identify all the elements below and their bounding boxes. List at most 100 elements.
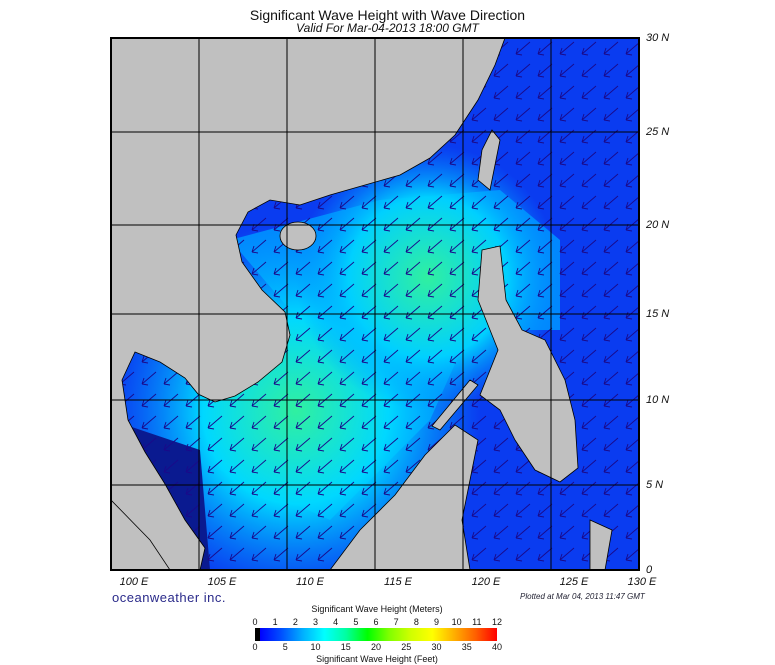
wave-arrow [427, 239, 443, 254]
wave-arrow [581, 305, 597, 320]
wave-arrow [625, 262, 639, 276]
wave-arrow [317, 525, 333, 540]
wave-arrow [449, 305, 465, 320]
map-frame [110, 37, 640, 571]
wave-arrow [559, 305, 575, 320]
wave-arrow [625, 240, 639, 254]
wave-arrow [427, 305, 443, 320]
wave-arrow [405, 437, 421, 452]
wave-arrow [603, 459, 619, 474]
wave-arrow [449, 195, 465, 210]
wave-arrow [493, 173, 509, 188]
wave-arrow [515, 239, 531, 254]
wave-arrow [361, 305, 377, 320]
wave-arrow [471, 415, 487, 430]
wave-arrow [339, 327, 355, 342]
wave-arrow [295, 305, 311, 320]
wave-arrow [295, 459, 311, 474]
wave-arrow [383, 283, 399, 298]
wave-arrow [559, 195, 575, 210]
wave-arrow [625, 152, 639, 166]
wave-arrow [537, 85, 553, 100]
wave-arrow [493, 459, 509, 474]
wave-arrow [339, 261, 355, 276]
wave-arrow [383, 261, 399, 276]
wave-arrow [317, 261, 333, 276]
colorbar-feet-tick: 35 [461, 642, 472, 652]
wave-arrow [383, 327, 399, 342]
wave-arrow [339, 349, 355, 364]
wave-arrow [251, 503, 267, 518]
wave-arrow [537, 305, 553, 320]
wave-arrow [207, 415, 223, 430]
wave-arrow [537, 261, 553, 276]
wave-arrow [207, 547, 223, 562]
wave-arrow [625, 416, 639, 430]
wave-arrow [581, 195, 597, 210]
wave-arrow [273, 481, 289, 496]
lat-label: 30 N [646, 32, 670, 44]
colorbar-meters-tick: 3 [312, 617, 318, 627]
wave-arrow [163, 459, 179, 474]
wave-arrow [537, 41, 553, 56]
wave-arrow [537, 503, 553, 518]
wave-arrow [581, 437, 597, 452]
wave-arrow [427, 371, 443, 386]
wave-arrow [625, 174, 639, 188]
wave-arrow [295, 261, 311, 276]
colorbar-feet-tick: 25 [401, 642, 412, 652]
wave-arrow [559, 151, 575, 166]
wave-arrow [273, 459, 289, 474]
wave-arrow [537, 525, 553, 540]
wave-arrow [273, 261, 289, 276]
wave-arrow [559, 107, 575, 122]
wave-arrow [251, 525, 267, 540]
colorbar [255, 628, 497, 641]
wave-arrow [625, 482, 639, 496]
wave-arrow [603, 503, 619, 518]
wave-arrow [251, 261, 267, 276]
wave-arrow [625, 42, 639, 56]
wave-arrow [603, 173, 619, 188]
wave-arrow [559, 327, 575, 342]
wave-arrow [383, 195, 399, 210]
borneo [329, 424, 479, 570]
wave-arrow [581, 107, 597, 122]
lat-label: 15 N [646, 308, 670, 320]
wave-arrow [559, 349, 575, 364]
wave-arrow [559, 503, 575, 518]
wave-arrow [405, 195, 421, 210]
wave-arrow [537, 547, 553, 562]
colorbar-meters-label: Significant Wave Height (Meters) [311, 604, 443, 614]
wave-arrow [493, 437, 509, 452]
wave-arrow [493, 107, 509, 122]
wave-arrow [471, 349, 487, 364]
wave-arrow [559, 283, 575, 298]
colorbar-meters-tick: 9 [433, 617, 439, 627]
wave-arrow [581, 173, 597, 188]
colorbar-meters-tick: 0 [252, 617, 258, 627]
wave-arrow [295, 327, 311, 342]
wave-arrow [493, 525, 509, 540]
wave-arrow [273, 415, 289, 430]
wave-arrow [427, 261, 443, 276]
wave-arrow [361, 261, 377, 276]
wave-arrow [405, 283, 421, 298]
wave-arrow [493, 547, 509, 562]
wave-arrow [361, 459, 377, 474]
wave-arrow [361, 503, 377, 518]
wave-arrow [581, 261, 597, 276]
wave-arrow [625, 86, 639, 100]
wave-arrow [361, 371, 377, 386]
wave-arrow [449, 327, 465, 342]
wave-arrow [383, 481, 399, 496]
wave-arrow [427, 151, 443, 166]
brand-logo: oceanweather inc. [112, 590, 227, 605]
wave-arrow [515, 547, 531, 562]
wave-arrow [405, 239, 421, 254]
wave-arrow [383, 371, 399, 386]
wave-arrow [185, 503, 201, 518]
wave-arrow [515, 459, 531, 474]
wave-arrow [339, 239, 355, 254]
